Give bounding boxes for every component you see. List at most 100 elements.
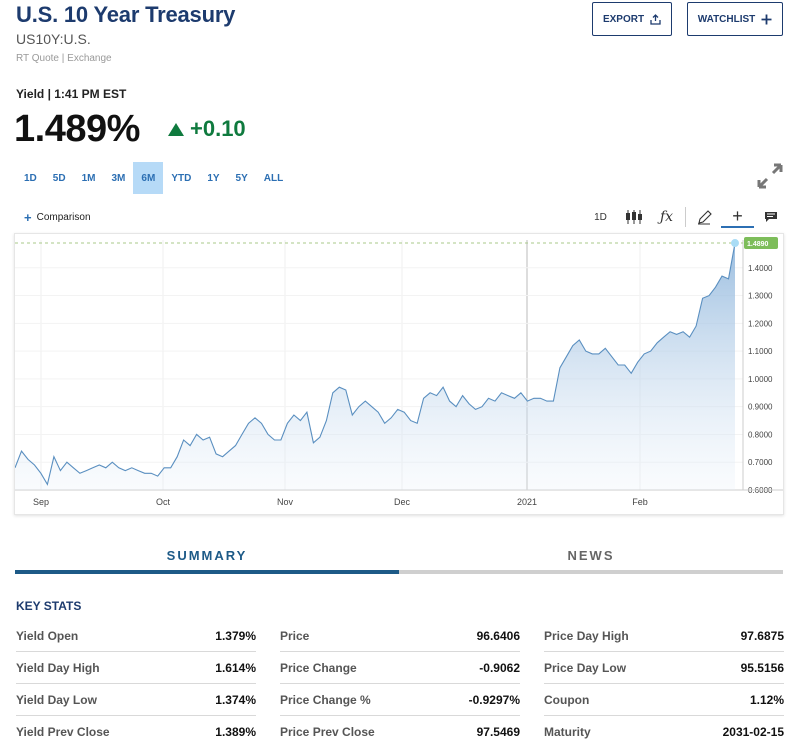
y-tick-label: 0.8000: [748, 430, 773, 439]
toolbar-divider: [685, 207, 686, 227]
stat-value: 96.6406: [476, 628, 520, 643]
stat-label: Yield Day Low: [16, 692, 97, 707]
series-line: [14, 243, 736, 486]
stats-column: Yield Open 1.379% Yield Day High 1.614% Yi…: [16, 620, 256, 741]
stat-value: 1.379%: [215, 628, 256, 643]
watchlist-button[interactable]: WATCHLIST: [687, 2, 783, 36]
x-tick-label: Oct: [156, 497, 171, 507]
stat-value: 2031-02-15: [722, 724, 784, 739]
export-label: EXPORT: [602, 13, 645, 25]
stat-row: Price Change -0.9062: [280, 652, 520, 684]
stat-row: Coupon 1.12%: [544, 684, 784, 716]
last-value-badge: [744, 237, 778, 250]
current-yield: 1.489%: [14, 108, 140, 150]
stat-row: Yield Day High 1.614%: [16, 652, 256, 684]
stat-label: Maturity: [544, 724, 591, 739]
yield-change: +0.10: [168, 116, 246, 142]
y-tick-label: 1.2000: [748, 319, 773, 328]
y-tick-label: 1.0000: [748, 375, 773, 384]
stat-value: -0.9297%: [468, 692, 520, 707]
plus-icon: +: [24, 210, 32, 225]
x-tick-label: 2021: [517, 497, 537, 507]
stat-label: Price Prev Close: [280, 724, 375, 739]
stat-label: Yield Open: [16, 628, 79, 643]
last-value-dot: [731, 239, 739, 248]
stat-label: Price: [280, 628, 310, 643]
y-tick-label: 1.3000: [748, 292, 773, 301]
stats-column: Price Day High 97.6875 Price Day Low 95.51…: [544, 620, 784, 741]
stat-label: Coupon: [544, 692, 590, 707]
range-5y[interactable]: 5Y: [235, 172, 248, 184]
x-tick-label: Feb: [632, 497, 648, 507]
range-3m[interactable]: 3M: [111, 172, 126, 184]
x-tick-label: Dec: [394, 497, 411, 507]
key-stats-table: Yield Open 1.379% Yield Day High 1.614% Yi…: [16, 620, 784, 741]
pencil-icon[interactable]: [688, 206, 721, 228]
interval-button[interactable]: 1D: [594, 211, 607, 223]
range-all[interactable]: ALL: [263, 172, 284, 184]
stat-row: Price Prev Close 97.5469: [280, 716, 520, 741]
stat-value: -0.9062: [479, 660, 520, 675]
last-value-label: 1.4890: [747, 241, 769, 248]
security-title: U.S. 10 Year Treasury: [16, 2, 236, 27]
yield-timestamp: Yield | 1:41 PM EST: [16, 87, 127, 101]
comparison-label: Comparison: [36, 212, 91, 223]
function-icon[interactable]: ƒx: [659, 209, 674, 225]
yield-chart[interactable]: 1.4000 1.3000 1.2000 1.1000 1.0000 0.9000 0.80…: [14, 233, 784, 515]
stat-label: Price Change: [280, 660, 357, 675]
export-button[interactable]: EXPORT: [592, 2, 672, 36]
range-1y[interactable]: 1Y: [207, 172, 220, 184]
tab-summary[interactable]: SUMMARY: [15, 540, 399, 574]
range-1d[interactable]: 1D: [24, 172, 37, 184]
expand-icon[interactable]: [756, 162, 784, 190]
stat-value: 97.6875: [740, 628, 784, 643]
key-stats-title: KEY STATS: [16, 599, 82, 613]
time-range-selector: 1D 5D 1M 3M 6M YTD 1Y 5Y ALL: [16, 162, 291, 194]
quote-source: RT Quote | Exchange: [16, 53, 112, 64]
stat-value: 1.374%: [215, 692, 256, 707]
series-area: [15, 243, 735, 490]
stat-row: Price Day Low 95.5156: [544, 652, 784, 684]
stat-label: Yield Prev Close: [16, 724, 110, 739]
watchlist-label: WATCHLIST: [697, 13, 756, 25]
security-symbol: US10Y:U.S.: [16, 31, 91, 47]
chart-canvas: 1.4000 1.3000 1.2000 1.1000 1.0000 0.9000 0.80…: [14, 237, 783, 507]
stat-value: 1.12%: [749, 692, 784, 707]
range-1m[interactable]: 1M: [81, 172, 96, 184]
stat-row: Price Day High 97.6875: [544, 620, 784, 652]
stat-value: 95.5156: [740, 660, 784, 675]
plus-icon: [761, 14, 772, 24]
range-ytd[interactable]: YTD: [171, 172, 192, 184]
stat-label: Yield Day High: [16, 660, 100, 675]
stat-label: Price Day Low: [544, 660, 627, 675]
y-tick-label: 1.4000: [748, 264, 773, 273]
candlestick-icon[interactable]: [617, 206, 650, 228]
yield-change-value: +0.10: [190, 116, 246, 141]
stat-row: Maturity 2031-02-15: [544, 716, 784, 741]
stat-value: 1.614%: [215, 660, 256, 675]
stat-label: Price Change %: [280, 692, 371, 707]
comment-icon[interactable]: [754, 206, 787, 228]
stat-row: Yield Day Low 1.374%: [16, 684, 256, 716]
y-tick-label: 1.1000: [748, 347, 773, 356]
x-tick-label: Nov: [277, 497, 294, 507]
stat-label: Price Day High: [544, 628, 629, 643]
stats-column: Price 96.6406 Price Change -0.9062 Price C…: [280, 620, 520, 741]
stat-value: 1.389%: [215, 724, 256, 739]
y-tick-label: 0.9000: [748, 403, 773, 412]
y-tick-label: 0.7000: [748, 458, 773, 467]
range-5d[interactable]: 5D: [52, 172, 66, 184]
tab-news[interactable]: NEWS: [399, 540, 783, 574]
range-6m[interactable]: 6M: [133, 162, 164, 194]
x-tick-label: Sep: [33, 497, 49, 507]
content-tabs: SUMMARY NEWS: [15, 540, 783, 574]
crosshair-icon[interactable]: +: [721, 206, 754, 228]
stat-row: Yield Prev Close 1.389%: [16, 716, 256, 741]
share-icon: [650, 13, 661, 25]
chart-toolbar: 1D ƒx +: [584, 206, 787, 228]
up-arrow-icon: [168, 122, 184, 136]
stat-row: Yield Open 1.379%: [16, 620, 256, 652]
stat-value: 97.5469: [476, 724, 520, 739]
stat-row: Price Change % -0.9297%: [280, 684, 520, 716]
comparison-button[interactable]: + Comparison: [24, 210, 91, 225]
